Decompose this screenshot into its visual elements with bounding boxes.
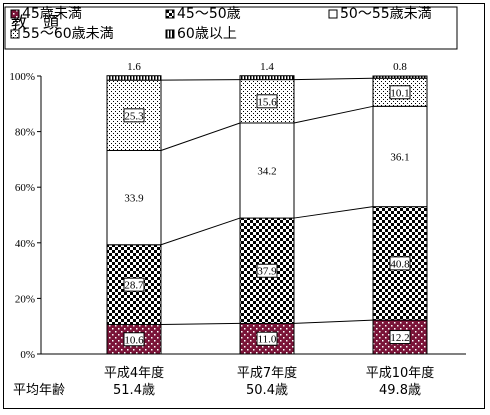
connector-line: [160, 79, 241, 81]
category-label: 平成10年度: [366, 365, 435, 381]
average-age-label: 51.4歳: [113, 383, 155, 398]
bar-segment-3: [239, 122, 295, 219]
data-label: 15.6: [257, 96, 277, 108]
legend-swatch-4: [10, 29, 20, 39]
chart-frame: 教 頭 45歳未満 45～50歳 50～55歳未満 55～60歳未満 60歳以上 0% 2…: [3, 3, 485, 409]
average-age-label: 49.8歳: [379, 383, 421, 398]
data-label: 10.1: [390, 87, 409, 99]
y-tick-label: 100%: [9, 71, 35, 83]
connector-line: [293, 319, 374, 324]
data-label: 1.6: [127, 61, 141, 73]
legend-swatch-2: [165, 9, 175, 19]
data-label: 33.9: [124, 193, 144, 205]
connector-line: [160, 217, 241, 246]
data-label-box: [123, 108, 145, 123]
segment-connector-lines: [160, 77, 374, 326]
legend-swatch-3: [328, 9, 338, 19]
y-tick-labels: 0% 20% 40% 60% 80% 100%: [9, 71, 41, 361]
y-tick-label: 0%: [20, 349, 35, 361]
legend: 45歳未満 45～50歳 50～55歳未満 55～60歳未満 60歳以上: [4, 6, 458, 50]
category-labels: 平成4年度 平成7年度 平成10年度: [104, 365, 434, 381]
data-label-box: [123, 332, 145, 347]
bar-segment-5: [372, 75, 428, 79]
data-label: 12.2: [390, 332, 409, 344]
data-label-box: [256, 263, 278, 278]
legend-label-2: 45～50歳: [177, 6, 241, 22]
legend-swatch-1: [10, 9, 20, 19]
bar-segment-3: [372, 105, 428, 208]
legend-label-5: 60歳以上: [177, 26, 237, 42]
data-label: 36.1: [390, 151, 409, 163]
bars: 10.6 28.7 33.9 25.3 1.6 11.0 37.9 34.2 15.6 1.4 12…: [106, 61, 428, 355]
legend-label-4: 55～60歳未満: [22, 26, 114, 42]
data-label: 37.9: [257, 266, 277, 278]
bar-segment-5: [239, 75, 295, 81]
y-tick-label: 40%: [15, 238, 35, 250]
legend-label-3: 50～55歳未満: [340, 6, 432, 22]
data-label-box: [256, 94, 278, 109]
connector-line: [293, 105, 374, 124]
y-tick-label: 20%: [15, 293, 35, 305]
legend-swatch-5: [165, 29, 175, 39]
legend-label-1: 45歳未満: [22, 6, 82, 22]
data-label: 28.7: [124, 280, 144, 292]
data-label: 34.2: [257, 166, 276, 178]
stacked-bar-chart: 教 頭 45歳未満 45～50歳 50～55歳未満 55～60歳未満 60歳以上 0% 2…: [4, 6, 466, 398]
data-label: 1.4: [260, 61, 274, 73]
footer-label: 平均年齢: [13, 383, 65, 398]
y-tick-label: 60%: [15, 182, 35, 194]
data-label: 25.3: [124, 110, 144, 122]
bar-segment-5: [106, 75, 162, 81]
data-label-box: [389, 330, 411, 345]
connector-line: [293, 206, 374, 219]
chart-title: 教 頭: [11, 13, 59, 32]
data-label-box: [389, 85, 411, 100]
y-tick-label: 80%: [15, 127, 35, 139]
data-label: 40.8: [390, 258, 410, 270]
bar-segment-3: [106, 150, 162, 246]
data-label-box: [256, 331, 278, 346]
data-label: 0.8: [393, 61, 407, 73]
connector-line: [293, 77, 374, 81]
data-label-box: [389, 256, 411, 271]
category-label: 平成4年度: [104, 365, 164, 381]
data-label: 11.0: [258, 334, 277, 346]
average-age-label: 50.4歳: [246, 383, 288, 398]
average-age-labels: 51.4歳 50.4歳 49.8歳: [113, 383, 421, 398]
connector-line: [160, 122, 241, 151]
connector-line: [160, 322, 241, 326]
legend-border: [4, 6, 458, 50]
category-label: 平成7年度: [237, 365, 297, 381]
data-label-box: [123, 277, 145, 292]
data-label: 10.6: [124, 334, 144, 346]
